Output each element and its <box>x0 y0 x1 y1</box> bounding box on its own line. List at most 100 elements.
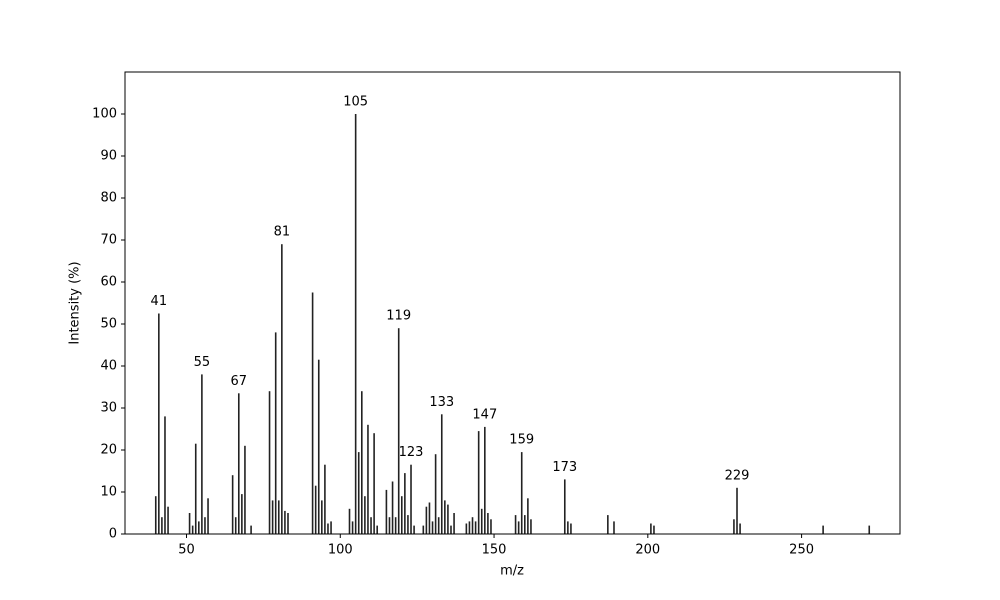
plot-frame <box>124 71 901 535</box>
peak-bar <box>373 433 375 534</box>
peak-bar <box>234 517 237 534</box>
peak-bar <box>613 521 615 534</box>
peak-bar <box>351 521 354 534</box>
peak-bar <box>490 519 492 534</box>
peak-label: 55 <box>194 355 211 370</box>
y-tick-label: 10 <box>100 485 117 500</box>
peak-bar <box>367 424 369 534</box>
peak-bar <box>739 523 741 534</box>
peak-bar <box>237 393 240 534</box>
x-tick-label: 150 <box>482 543 507 558</box>
peak-bar <box>465 523 468 534</box>
peak-bar <box>204 517 206 534</box>
peak-bar <box>422 525 425 534</box>
peak-bar <box>364 496 366 534</box>
peak-label: 123 <box>399 445 424 460</box>
y-tick-label: 90 <box>100 149 117 164</box>
peak-bar <box>158 313 160 534</box>
y-tick-label: 0 <box>109 527 117 542</box>
peak-bar <box>514 515 517 534</box>
x-tick-label: 250 <box>789 543 814 558</box>
peak-bar <box>164 416 166 534</box>
peak-bar <box>284 510 286 534</box>
peak-bar <box>468 521 471 534</box>
peak-bar <box>388 517 391 534</box>
peak-bar <box>397 328 400 534</box>
peak-label: 147 <box>472 407 497 422</box>
peak-bar <box>736 487 738 534</box>
peak-bar <box>370 517 372 534</box>
y-tick-label: 40 <box>100 359 117 374</box>
peak-bar <box>191 525 194 534</box>
peak-bar <box>250 525 252 534</box>
peak-bar <box>868 525 871 534</box>
peak-bar <box>437 517 440 534</box>
x-axis-label: m/z <box>500 564 524 579</box>
peak-bar <box>241 494 243 534</box>
peak-bar <box>391 481 394 534</box>
peak-bar <box>231 475 234 534</box>
peak-bar <box>471 517 474 534</box>
peak-bar <box>167 506 169 534</box>
peak-bar <box>480 508 483 534</box>
y-tick-label: 60 <box>100 275 117 290</box>
peak-bar <box>354 114 357 534</box>
y-tick-label: 100 <box>92 107 117 122</box>
peak-bar <box>567 521 569 534</box>
peak-bar <box>154 496 157 534</box>
peak-bar <box>530 519 532 534</box>
peak-bar <box>477 431 480 534</box>
peak-bar <box>311 292 314 534</box>
peak-bar <box>524 515 526 534</box>
peak-bar <box>517 521 520 534</box>
peak-bar <box>520 452 523 534</box>
peak-bar <box>413 525 415 534</box>
peak-bar <box>487 513 489 534</box>
peak-bar <box>274 332 277 534</box>
peak-label: 105 <box>343 95 368 110</box>
peak-bar <box>407 515 409 534</box>
y-tick-label: 30 <box>100 401 117 416</box>
peak-bar <box>201 374 203 534</box>
x-tick-label: 100 <box>328 543 353 558</box>
peak-bar <box>244 445 246 534</box>
peak-bar <box>198 521 200 534</box>
peak-label: 159 <box>509 433 534 448</box>
peak-bar <box>361 391 363 534</box>
peak-bar <box>410 464 412 534</box>
peak-bar <box>444 500 446 534</box>
peak-bar <box>425 506 428 534</box>
peak-bar <box>653 525 655 534</box>
peak-bar <box>570 523 572 534</box>
peak-bar <box>385 489 388 534</box>
y-tick-label: 50 <box>100 317 117 332</box>
peak-bar <box>431 521 434 534</box>
peak-bar <box>357 452 360 534</box>
peak-bar <box>277 500 280 534</box>
peak-bar <box>484 426 486 534</box>
peak-bar <box>400 496 403 534</box>
peak-bar <box>376 525 378 534</box>
y-tick-label: 80 <box>100 191 117 206</box>
peak-bar <box>287 513 289 534</box>
y-tick-label: 20 <box>100 443 117 458</box>
peak-bar <box>268 391 271 534</box>
peak-label: 133 <box>429 395 454 410</box>
peak-bar <box>330 521 332 534</box>
peak-bar <box>440 414 443 534</box>
peak-bar <box>563 479 566 534</box>
peak-label: 81 <box>274 225 291 240</box>
peak-label: 67 <box>231 374 248 389</box>
peak-bar <box>404 473 406 534</box>
peak-bar <box>434 454 437 534</box>
peak-bar <box>161 517 163 534</box>
peak-bar <box>394 517 397 534</box>
peak-bar <box>321 500 323 534</box>
x-tick-label: 200 <box>635 543 660 558</box>
peak-bar <box>453 513 455 534</box>
peak-bar <box>428 502 431 534</box>
peak-label: 119 <box>386 309 411 324</box>
peak-label: 173 <box>552 460 577 475</box>
peak-bar <box>348 508 351 534</box>
